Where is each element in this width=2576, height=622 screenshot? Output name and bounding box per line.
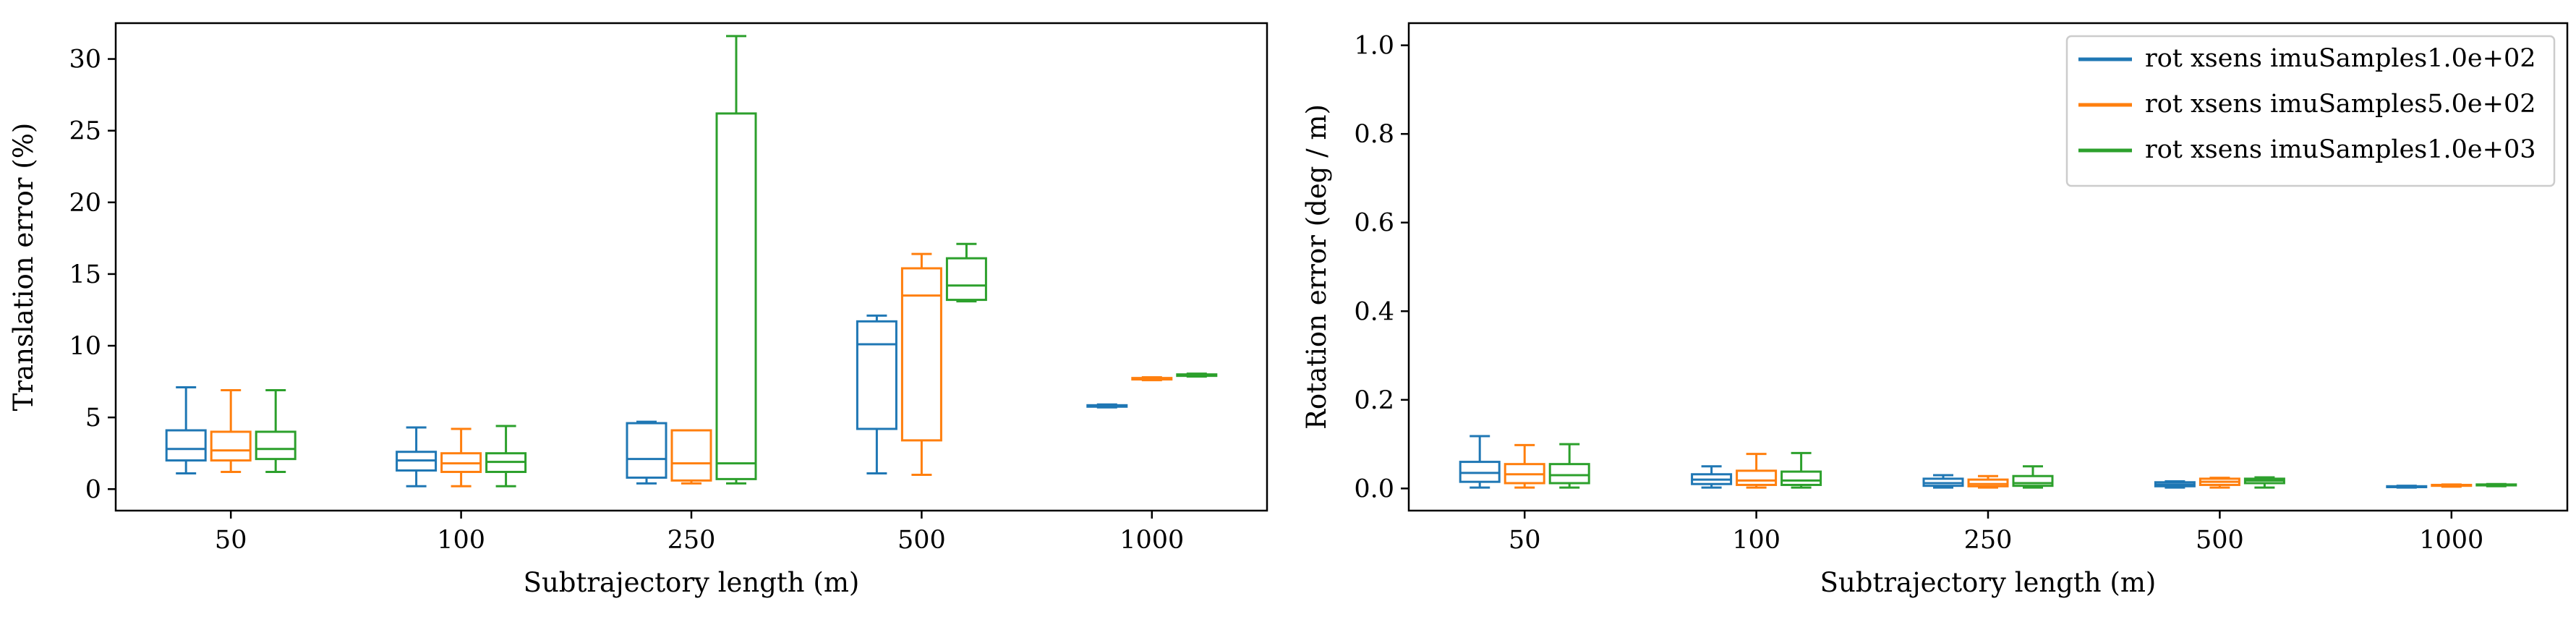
box-iqr bbox=[210, 430, 252, 462]
box-250-series-3 bbox=[715, 35, 757, 485]
box-iqr bbox=[1459, 461, 1501, 483]
x-tick-label: 100 bbox=[1732, 526, 1780, 555]
box-50-series-3 bbox=[1548, 443, 1590, 489]
box-50-series-1 bbox=[165, 386, 207, 474]
box-iqr bbox=[945, 257, 987, 302]
y-tick-label: 0.2 bbox=[1354, 386, 1394, 415]
box-250-series-2 bbox=[1967, 474, 2009, 489]
box-100-series-1 bbox=[396, 426, 438, 487]
y-tick-label: 0 bbox=[85, 475, 101, 504]
y-tick-label: 25 bbox=[69, 117, 101, 146]
box-500-series-1 bbox=[856, 314, 897, 474]
x-tick-label: 50 bbox=[215, 526, 247, 555]
legend-label: rot xsens imuSamples1.0e+03 bbox=[2145, 135, 2536, 164]
y-tick-label: 10 bbox=[69, 332, 101, 361]
box-250-series-1 bbox=[1922, 474, 1964, 489]
box-iqr bbox=[1736, 469, 1778, 486]
box-iqr bbox=[626, 422, 668, 479]
plot-frame bbox=[114, 22, 1268, 512]
box-iqr bbox=[1548, 463, 1590, 485]
box-iqr bbox=[856, 320, 897, 430]
box-100-series-2 bbox=[440, 427, 482, 487]
y-axis-label: Rotation error (deg / m) bbox=[1301, 104, 1332, 430]
y-tick-label: 15 bbox=[69, 260, 101, 289]
box-250-series-2 bbox=[670, 429, 712, 485]
box-50-series-2 bbox=[210, 388, 252, 473]
x-tick-label: 250 bbox=[1964, 526, 2013, 555]
x-axis-label: Subtrajectory length (m) bbox=[524, 567, 860, 598]
box-iqr bbox=[1967, 478, 2009, 487]
legend: rot xsens imuSamples1.0e+02 rot xsens imu… bbox=[2065, 35, 2556, 187]
box-500-series-1 bbox=[2154, 480, 2196, 489]
box-iqr bbox=[165, 429, 207, 462]
box-1000-series-3 bbox=[2475, 482, 2517, 487]
y-tick-label: 0.0 bbox=[1354, 474, 1394, 503]
y-tick-label: 0.6 bbox=[1354, 209, 1394, 238]
box-1000-series-1 bbox=[1086, 403, 1128, 409]
box-iqr bbox=[2012, 474, 2054, 487]
y-axis-label: Translation error (%) bbox=[8, 123, 39, 412]
rotation-error-panel: 0.0 0.2 0.4 0.6 0.8 1.0 50 100 250 500 1000 Subtraj… bbox=[1301, 22, 2569, 598]
x-tick-label: 1000 bbox=[1119, 526, 1184, 555]
x-tick-label: 100 bbox=[437, 526, 485, 555]
box-500-series-3 bbox=[2243, 476, 2285, 489]
y-tick-label: 20 bbox=[69, 189, 101, 218]
box-100-series-2 bbox=[1736, 453, 1778, 489]
x-tick-label: 500 bbox=[897, 526, 946, 555]
x-tick-label: 1000 bbox=[2419, 526, 2483, 555]
y-tick-label: 5 bbox=[85, 404, 101, 433]
box-iqr bbox=[715, 112, 757, 480]
box-500-series-3 bbox=[945, 242, 987, 303]
box-250-series-1 bbox=[626, 420, 668, 485]
box-iqr bbox=[255, 430, 297, 461]
box-iqr bbox=[1780, 470, 1822, 486]
box-iqr bbox=[670, 429, 712, 482]
box-iqr bbox=[900, 267, 942, 442]
x-tick-label: 250 bbox=[668, 526, 716, 555]
legend-label: rot xsens imuSamples5.0e+02 bbox=[2145, 90, 2536, 119]
box-50-series-3 bbox=[255, 388, 297, 473]
box-100-series-3 bbox=[485, 425, 527, 487]
box-250-series-3 bbox=[2012, 465, 2054, 489]
x-tick-label: 500 bbox=[2196, 526, 2244, 555]
box-1000-series-3 bbox=[1176, 372, 1218, 378]
box-50-series-2 bbox=[1504, 443, 1545, 489]
box-500-series-2 bbox=[900, 252, 942, 476]
legend-label: rot xsens imuSamples1.0e+02 bbox=[2145, 44, 2536, 73]
y-tick-label: 0.4 bbox=[1354, 297, 1394, 326]
x-axis-label: Subtrajectory length (m) bbox=[1820, 567, 2157, 598]
box-500-series-2 bbox=[2198, 477, 2240, 489]
y-tick-label: 30 bbox=[69, 46, 101, 74]
box-1000-series-2 bbox=[2431, 483, 2473, 488]
legend-frame bbox=[2065, 35, 2556, 187]
translation-error-panel: 0 5 10 15 20 25 30 50 100 250 500 1000 Subtrajectory… bbox=[8, 22, 1268, 598]
box-100-series-3 bbox=[1780, 451, 1822, 489]
box-100-series-1 bbox=[1691, 465, 1733, 489]
y-tick-label: 0.8 bbox=[1354, 120, 1394, 149]
x-tick-label: 50 bbox=[1509, 526, 1541, 555]
box-1000-series-1 bbox=[2386, 485, 2428, 489]
box-50-series-1 bbox=[1459, 435, 1501, 489]
y-tick-label: 1.0 bbox=[1354, 32, 1394, 61]
box-1000-series-2 bbox=[1131, 376, 1173, 382]
